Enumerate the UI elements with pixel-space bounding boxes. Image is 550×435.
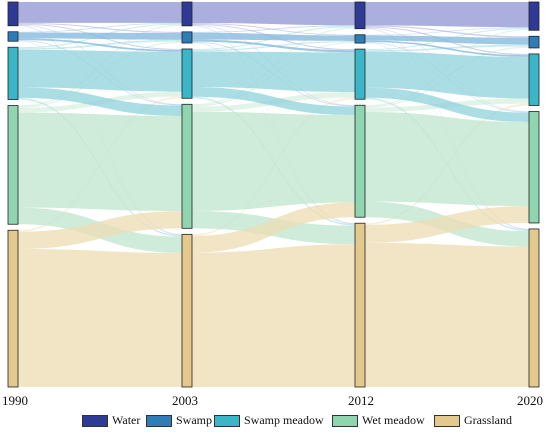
flow-water-to-water-1990-2003: [18, 2, 182, 23]
flow-swamp-to-swamp-1990-2003: [18, 32, 182, 40]
year-label-2012: 2012: [348, 393, 374, 408]
legend-label-wet-meadow: Wet meadow: [362, 413, 425, 427]
node-swamp-2003: [181, 31, 193, 44]
flow-swamp-to-swamp-2012-2020: [365, 35, 529, 45]
flow-water-to-swamp-2012-2020: [365, 25, 529, 38]
node-wet-meadow-2003: [181, 103, 193, 229]
flow-swamp-to-swamp-meadow-2012-2020: [365, 40, 529, 57]
year-label-2020: 2020: [517, 393, 543, 408]
node-swamp-meadow-2003: [181, 48, 193, 99]
legend-swatch-water: [82, 415, 108, 427]
flow-wet-meadow-to-wet-meadow-2012-2020: [365, 111, 529, 207]
flow-wet-meadow-to-wet-meadow-2003-2012: [192, 111, 355, 211]
node-grassland-2020: [528, 228, 540, 388]
node-water-2012: [354, 1, 366, 30]
flow-grassland-to-wet-meadow-2003-2012: [192, 202, 355, 253]
node-swamp-2020: [528, 35, 540, 49]
node-wet-meadow-1990: [7, 105, 19, 225]
sankey-diagram: [7, 1, 540, 388]
node-water-2020: [528, 1, 540, 31]
flow-swamp-to-water-2003-2012: [192, 25, 355, 33]
flow-swamp-to-swamp-meadow-2003-2012: [192, 39, 355, 53]
flow-swamp-meadow-to-swamp-meadow-1990-2003: [18, 49, 182, 92]
flow-swamp-meadow-to-wet-meadow-2003-2012: [192, 86, 355, 116]
legend-swatch-wet-meadow: [332, 415, 358, 427]
node-wet-meadow-2020: [528, 111, 540, 224]
flow-grassland-to-grassland-2003-2012: [192, 244, 355, 387]
legend-swatch-swamp-meadow: [214, 415, 240, 427]
flow-water-to-water-2003-2012: [192, 2, 355, 26]
legend-label-water: Water: [112, 413, 141, 427]
node-swamp-meadow-1990: [7, 46, 19, 100]
flow-swamp-meadow-to-swamp-meadow-2003-2012: [192, 51, 355, 92]
node-grassland-2003: [181, 233, 193, 388]
node-grassland-1990: [7, 229, 19, 388]
flow-grassland-to-grassland-1990-2003: [18, 249, 182, 387]
node-wet-meadow-2012: [354, 104, 366, 218]
flow-swamp-to-swamp-meadow-1990-2003: [18, 38, 182, 52]
legend-swatch-grassland: [434, 415, 460, 427]
legend-label-grassland: Grassland: [464, 413, 512, 427]
node-water-1990: [7, 1, 19, 27]
flow-grassland-to-grassland-2012-2020: [365, 242, 529, 387]
flow-swamp-to-swamp-2003-2012: [192, 32, 355, 41]
year-label-1990: 1990: [2, 393, 28, 408]
node-swamp-2012: [354, 34, 366, 44]
legend-label-swamp-meadow: Swamp meadow: [244, 413, 324, 427]
nodes: [7, 1, 540, 388]
node-water-2003: [181, 1, 193, 27]
flow-swamp-to-water-1990-2003: [18, 22, 182, 33]
node-swamp-meadow-2020: [528, 53, 540, 106]
flow-swamp-to-water-2012-2020: [365, 27, 529, 36]
node-swamp-meadow-2012: [354, 48, 366, 100]
flow-water-to-swamp-1990-2003: [18, 22, 182, 33]
flow-swamp-meadow-to-wet-meadow-2012-2020: [365, 87, 529, 123]
year-label-2003: 2003: [172, 393, 198, 408]
legend-swatch-swamp: [146, 415, 172, 427]
legend-label-swamp: Swamp: [176, 413, 212, 427]
flow-grassland-to-wet-meadow-1990-2003: [18, 211, 182, 250]
flow-swamp-meadow-to-swamp-meadow-2012-2020: [365, 51, 529, 99]
flow-links: [18, 2, 529, 387]
flow-grassland-to-wet-meadow-2012-2020: [365, 206, 529, 243]
node-swamp-1990: [7, 31, 19, 42]
flow-water-to-water-2012-2020: [365, 2, 529, 28]
node-grassland-2012: [354, 222, 366, 388]
flow-water-to-swamp-2003-2012: [192, 22, 355, 36]
flow-wet-meadow-to-wet-meadow-1990-2003: [18, 112, 182, 212]
flow-swamp-meadow-to-wet-meadow-1990-2003: [18, 87, 182, 116]
